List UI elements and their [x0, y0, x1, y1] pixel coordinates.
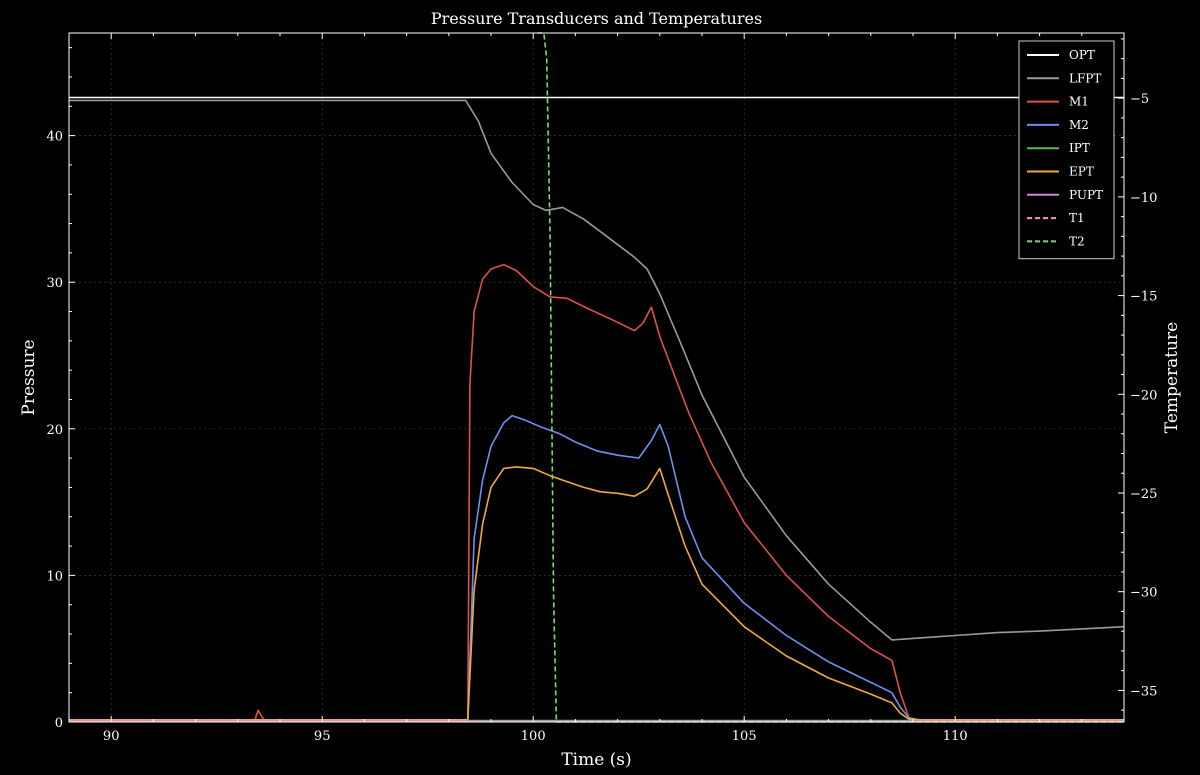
- x-tick-label: 100: [521, 729, 546, 744]
- y-tick-label: 40: [46, 130, 63, 145]
- y2-tick-label: −10: [1130, 191, 1157, 206]
- series-line-m2: [69, 414, 1124, 722]
- legend-label-t2: T2: [1069, 234, 1085, 248]
- y2-tick-label: −20: [1130, 388, 1157, 403]
- series-line-ept: [69, 466, 1124, 721]
- x-tick-label: 110: [943, 729, 968, 744]
- y-tick-label: 10: [46, 569, 63, 584]
- series-line-t2: [537, 32, 1124, 723]
- y-tick-label: 30: [46, 276, 63, 291]
- axes-frame: [68, 32, 1125, 723]
- legend-label-m1: M1: [1069, 95, 1089, 109]
- y2-tick-label: −5: [1130, 92, 1149, 107]
- plot-area: [69, 33, 1124, 722]
- y-tick-label: 20: [46, 423, 63, 438]
- legend-box: [1018, 40, 1115, 260]
- x-tick-label: 105: [732, 729, 757, 744]
- series-line-m1: [69, 263, 1124, 722]
- legend-label-ipt: IPT: [1069, 141, 1090, 155]
- y-tick-label: 0: [55, 716, 63, 731]
- legend-label-m2: M2: [1069, 118, 1089, 132]
- y2-tick-label: −30: [1130, 586, 1157, 601]
- y2-axis-label: Temperature: [1162, 322, 1182, 433]
- x-tick-label: 90: [103, 729, 120, 744]
- y2-tick-label: −15: [1130, 290, 1157, 305]
- chart-title: Pressure Transducers and Temperatures: [431, 9, 762, 28]
- y2-tick-label: −25: [1130, 487, 1157, 502]
- legend-label-lfpt: LFPT: [1069, 71, 1101, 85]
- legend-label-pupt: PUPT: [1069, 188, 1103, 202]
- legend-label-ept: EPT: [1069, 165, 1094, 179]
- legend-label-t1: T1: [1069, 211, 1085, 225]
- x-axis-label: Time (s): [561, 750, 631, 770]
- series-line-lfpt: [69, 99, 1125, 641]
- x-tick-label: 95: [314, 729, 331, 744]
- y2-tick-label: −35: [1130, 684, 1157, 699]
- y-axis-label: Pressure: [19, 339, 39, 415]
- legend-label-opt: OPT: [1069, 48, 1095, 62]
